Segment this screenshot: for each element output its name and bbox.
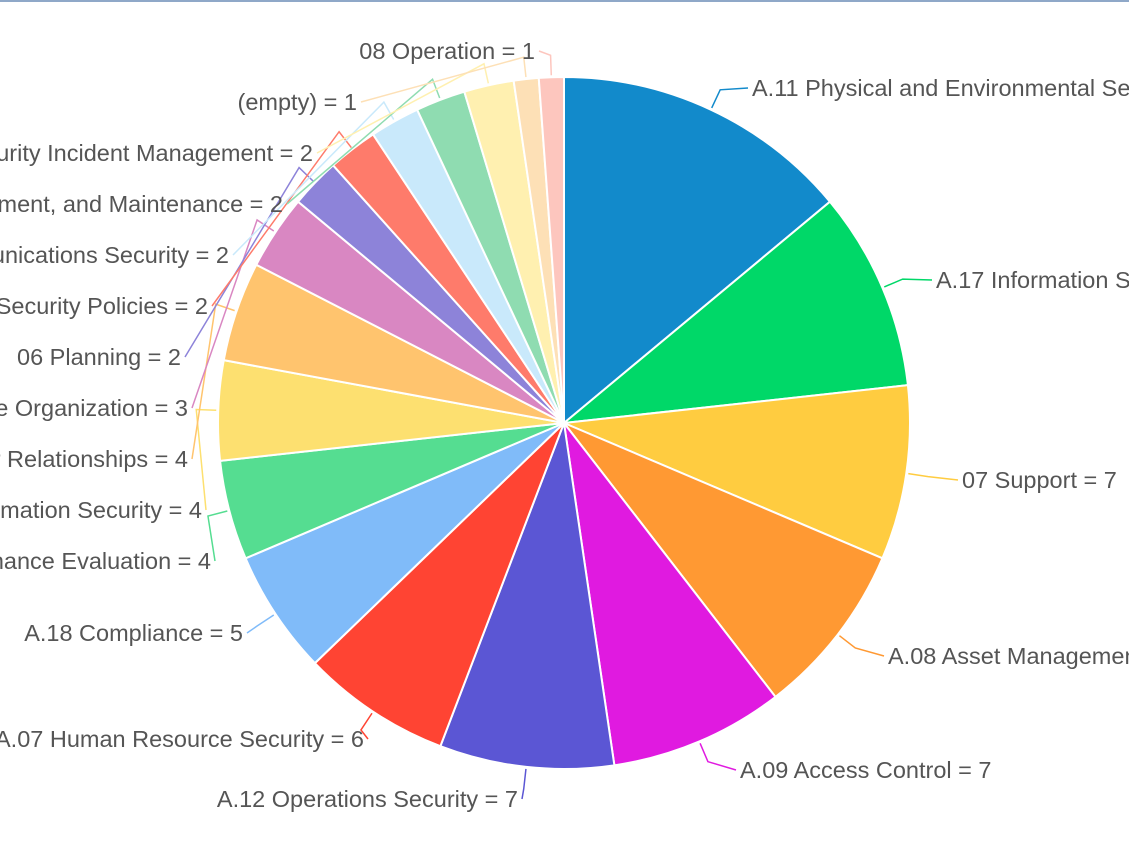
pie-slice-a-18-compliance[interactable] [244, 422, 565, 665]
leader-line [191, 303, 235, 460]
top-border [0, 0, 1129, 2]
leader-lines [184, 50, 959, 800]
leader-line [521, 768, 527, 800]
leader-line [316, 62, 490, 154]
slice-label: A.13 Communications Security = 2 [0, 242, 229, 268]
slice-label: A.07 Human Resource Security = 6 [0, 726, 364, 752]
slice-label: A.14 System Acquisition, Development, an… [0, 191, 283, 217]
pie-slice-a-09-access-control[interactable] [562, 419, 777, 767]
slice-label: A.17 Information Security Aspects of Bus… [936, 267, 1129, 293]
slice-label: A.15 Supplier Relationships = 4 [0, 446, 188, 472]
leader-line [360, 56, 527, 103]
slice-label: 04 Context of the Organization = 3 [0, 395, 188, 421]
pie-slice-a-08-asset-management[interactable] [560, 420, 884, 699]
slice-label: A.12 Operations Security = 7 [217, 786, 518, 812]
leader-line [908, 472, 959, 481]
pie-slice-a-12-operations-security[interactable] [439, 419, 616, 770]
leader-line [211, 130, 352, 307]
leader-line [711, 87, 749, 109]
slice-label: A.05 Information Security Policies = 2 [0, 293, 208, 319]
leader-line [838, 635, 885, 657]
leader-line [883, 278, 933, 288]
slice-label: A.18 Compliance = 5 [24, 620, 243, 646]
pie-slice-a-11-physical-and-environmental-security[interactable] [563, 75, 832, 426]
slice-label: A.08 Asset Management = 7 [888, 643, 1129, 669]
leader-line [207, 510, 228, 562]
slice-label: 09 Performance Evaluation = 4 [0, 548, 211, 574]
leader-line [195, 408, 217, 511]
leader-line [184, 166, 314, 358]
slice-label: A.11 Physical and Environmental Security… [752, 75, 1129, 101]
pie-slices [217, 75, 911, 770]
pie-slice-07-support[interactable] [560, 384, 911, 560]
leader-line [360, 712, 373, 740]
slice-label: 08 Operation = 1 [359, 38, 535, 64]
slice-label: 06 Planning = 2 [17, 344, 181, 370]
pie-slice-08-operation[interactable] [537, 75, 565, 424]
pie-slice-a-17-information-security-aspects-of-business-continuity-management[interactable] [560, 200, 910, 425]
leader-line [538, 50, 553, 76]
slice-label: A.06 Organization of Information Securit… [0, 497, 202, 523]
leader-line [191, 218, 275, 409]
leader-line [246, 614, 275, 634]
slice-label: (empty) = 1 [238, 89, 358, 115]
leader-line [699, 742, 737, 771]
pie-slice-a-07-human-resource-security[interactable] [313, 422, 565, 748]
slice-labels: A.11 Physical and Environmental Security… [0, 38, 1129, 812]
slice-label: 07 Support = 7 [962, 467, 1117, 493]
slice-label: A.09 Access Control = 7 [740, 757, 991, 783]
leader-line [286, 78, 441, 205]
slice-label: A.16 Information Security Incident Manag… [0, 140, 313, 166]
